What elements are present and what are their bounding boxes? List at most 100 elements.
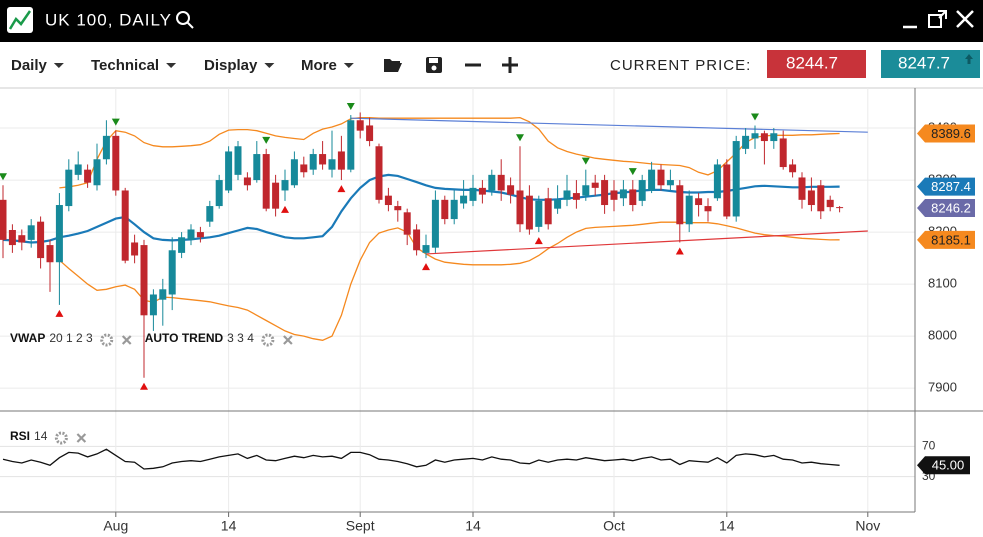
menu-item[interactable]: Daily bbox=[11, 57, 48, 74]
indicator-line bbox=[58, 221, 840, 341]
candle-body bbox=[563, 190, 571, 200]
candle-body bbox=[27, 225, 35, 240]
candle-body bbox=[657, 169, 665, 186]
settings-icon[interactable] bbox=[54, 431, 68, 445]
candle-body bbox=[93, 159, 101, 186]
open-button[interactable] bbox=[384, 59, 402, 72]
candle-body bbox=[55, 205, 63, 263]
menu-caret bbox=[343, 63, 354, 68]
price-tag-label: 8287.4 bbox=[931, 179, 971, 194]
menu-caret bbox=[166, 63, 177, 68]
candle-body bbox=[629, 189, 637, 206]
candle-body bbox=[225, 151, 233, 191]
close-button[interactable] bbox=[956, 10, 974, 28]
candle-body bbox=[46, 245, 54, 263]
candle-body bbox=[619, 189, 627, 199]
x-tick-label: 14 bbox=[221, 518, 237, 534]
sell-signal bbox=[516, 134, 524, 142]
popout-button[interactable] bbox=[928, 10, 947, 28]
candle-body bbox=[281, 180, 289, 191]
sell-signal bbox=[628, 168, 637, 176]
candle-body bbox=[450, 199, 458, 220]
candle-body bbox=[74, 164, 82, 175]
indicator-name: VWAP bbox=[10, 331, 45, 345]
indicator-name: RSI bbox=[10, 429, 30, 443]
candle-body bbox=[8, 229, 16, 246]
settings-icon[interactable] bbox=[261, 333, 275, 347]
instrument-title: UK 100, DAILY bbox=[45, 10, 172, 29]
candle-body bbox=[375, 146, 383, 200]
buy-signal bbox=[422, 263, 430, 271]
candle-body bbox=[403, 212, 411, 235]
candle-body bbox=[140, 245, 148, 316]
candle-body bbox=[243, 177, 251, 186]
candle-body bbox=[723, 164, 731, 217]
sell-signal bbox=[0, 173, 7, 181]
menu-item[interactable]: Technical bbox=[91, 57, 159, 74]
candle-body bbox=[84, 169, 92, 183]
settings-icon[interactable] bbox=[100, 333, 114, 347]
candle-body bbox=[18, 235, 26, 243]
candle-body bbox=[460, 195, 468, 204]
candle-body bbox=[431, 199, 439, 248]
candle-body bbox=[356, 120, 364, 131]
candle-body bbox=[770, 133, 778, 142]
menu-item[interactable]: More bbox=[301, 57, 337, 74]
remove-icon[interactable] bbox=[121, 335, 132, 345]
remove-icon[interactable] bbox=[283, 335, 293, 345]
ask-box[interactable] bbox=[881, 50, 980, 78]
candle-body bbox=[779, 138, 787, 168]
save-button[interactable] bbox=[426, 57, 442, 73]
search-icon[interactable] bbox=[176, 11, 194, 29]
candle-body bbox=[413, 229, 421, 251]
candle-body bbox=[196, 232, 204, 238]
candle-body bbox=[366, 125, 374, 142]
remove-icon[interactable] bbox=[76, 433, 87, 443]
bid-box[interactable] bbox=[767, 50, 866, 78]
zoom-in-button[interactable] bbox=[502, 57, 518, 73]
x-tick-label: Nov bbox=[855, 518, 880, 534]
app-logo bbox=[7, 7, 33, 33]
candle-body bbox=[215, 180, 223, 207]
trend-line bbox=[425, 230, 868, 255]
candle-body bbox=[798, 177, 806, 200]
price-tag-label: 8185.1 bbox=[931, 232, 971, 247]
candle-body bbox=[300, 164, 308, 173]
candle-body bbox=[441, 199, 449, 220]
candle-body bbox=[159, 289, 167, 300]
candle-body bbox=[131, 242, 139, 256]
indicator-line bbox=[2, 173, 840, 244]
menu-caret bbox=[53, 63, 64, 68]
candle-body bbox=[488, 174, 496, 191]
sell-signal bbox=[111, 118, 120, 126]
x-tick-label: Oct bbox=[603, 518, 625, 534]
bid-price: 8244.7 bbox=[786, 53, 838, 72]
y-tick-label: 8000 bbox=[928, 328, 957, 343]
x-tick-label: Sept bbox=[346, 518, 375, 534]
candle-body bbox=[666, 180, 674, 186]
candle-body bbox=[582, 185, 590, 196]
candle-body bbox=[591, 182, 599, 188]
indicator-params: 14 bbox=[34, 429, 48, 443]
sell-signal bbox=[346, 103, 355, 111]
candle-body bbox=[695, 198, 703, 206]
candle-body bbox=[817, 185, 825, 212]
logo-line bbox=[8, 10, 32, 30]
candle-body bbox=[328, 159, 336, 170]
sell-signal bbox=[581, 157, 590, 165]
y-tick-label: 8100 bbox=[928, 276, 957, 291]
candle-body bbox=[751, 133, 759, 139]
value-tag bbox=[917, 456, 970, 475]
candle-body bbox=[272, 182, 280, 209]
candle-body bbox=[347, 120, 355, 170]
candle-body bbox=[309, 154, 317, 170]
sell-signal bbox=[262, 136, 271, 144]
candle-body bbox=[648, 169, 656, 191]
buy-signal bbox=[675, 247, 684, 255]
trend-line bbox=[350, 117, 868, 133]
menu-item[interactable]: Display bbox=[204, 57, 258, 74]
price-tag bbox=[917, 199, 975, 218]
candle-body bbox=[713, 164, 721, 199]
candle-body bbox=[112, 135, 120, 191]
x-tick-label: 14 bbox=[465, 518, 481, 534]
